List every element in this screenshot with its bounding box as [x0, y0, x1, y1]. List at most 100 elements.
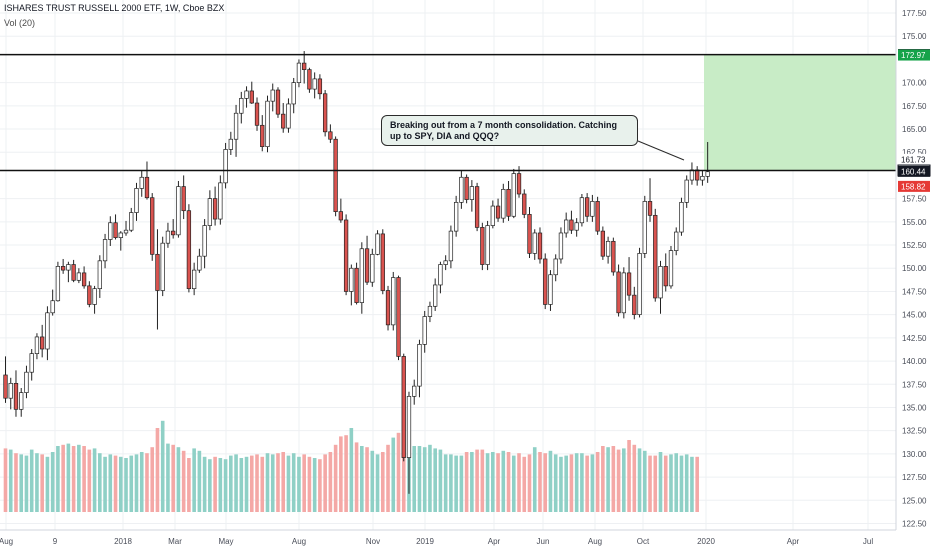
- volume-bar: [396, 432, 401, 512]
- time-axis-background[interactable]: [0, 530, 932, 550]
- candle: [87, 281, 92, 308]
- price-label-box: [898, 165, 930, 177]
- candle: [29, 349, 34, 381]
- volume-indicator-label[interactable]: Vol (20): [4, 18, 36, 28]
- candle-body: [359, 248, 364, 303]
- candle-body: [679, 201, 684, 233]
- volume-bar: [286, 455, 291, 512]
- price-label: 172.97: [898, 49, 930, 61]
- volume-bar: [56, 446, 60, 512]
- volume-bar: [564, 455, 568, 512]
- volume-bar: [559, 456, 563, 512]
- candle: [689, 162, 695, 185]
- candle-body: [71, 264, 76, 281]
- candle-body: [600, 230, 606, 257]
- volume-bar: [328, 452, 333, 512]
- volume-bar: [244, 456, 249, 512]
- volume-bar: [616, 449, 621, 512]
- candle-body: [13, 382, 19, 410]
- candle-body: [574, 222, 579, 231]
- volume-bar: [333, 444, 338, 512]
- time-tick-label: 2020: [697, 537, 715, 546]
- time-tick-label: Aug: [0, 537, 13, 546]
- volume-bar: [454, 455, 458, 512]
- risk-reward-zones[interactable]: [704, 54, 896, 171]
- candle-body: [108, 222, 113, 240]
- candle: [102, 233, 108, 269]
- candle-body: [176, 186, 181, 236]
- price-axis-background[interactable]: [896, 0, 932, 530]
- horizontal-lines[interactable]: [0, 53, 896, 172]
- volume-bar: [522, 456, 527, 512]
- candle-body: [558, 232, 564, 260]
- candle: [281, 103, 286, 133]
- candle-body: [537, 232, 543, 260]
- candle-body: [186, 210, 192, 290]
- candle-body: [207, 198, 213, 226]
- candle: [448, 225, 454, 269]
- candle: [129, 207, 134, 233]
- candle-body: [511, 173, 516, 217]
- candle-body: [3, 374, 8, 399]
- candle-body: [459, 176, 464, 203]
- candle-body: [396, 277, 401, 357]
- candle-body: [705, 171, 710, 177]
- candle: [40, 324, 45, 358]
- candle: [186, 204, 192, 293]
- volume-bar: [92, 448, 97, 512]
- candle: [590, 194, 595, 222]
- volume-bar: [370, 450, 375, 512]
- volume-bar: [249, 455, 254, 512]
- volume-bar: [391, 437, 396, 512]
- volume-bar: [574, 453, 579, 512]
- candle: [108, 216, 113, 246]
- candle: [695, 166, 700, 186]
- candle: [401, 353, 406, 462]
- candle: [705, 142, 710, 183]
- target-zone[interactable]: [704, 54, 896, 171]
- candle-body: [50, 300, 55, 314]
- volume-bar: [480, 449, 485, 512]
- candle-body: [291, 82, 296, 105]
- candle: [532, 229, 537, 260]
- candle: [254, 97, 260, 131]
- candle: [239, 91, 244, 124]
- symbol-title[interactable]: ISHARES TRUST RUSSELL 2000 ETF, 1W, Cboe…: [4, 3, 225, 13]
- candle: [81, 266, 87, 289]
- grid-lines: [0, 0, 896, 530]
- candle-body: [553, 258, 558, 276]
- volume-bar: [29, 449, 34, 512]
- candle: [118, 231, 123, 251]
- volume-bar: [669, 454, 673, 512]
- volume-bar: [632, 444, 637, 512]
- volume-bar: [160, 420, 165, 512]
- volume-bar: [66, 443, 71, 512]
- volume-bar: [663, 455, 668, 512]
- callout-annotation[interactable]: Breaking out from a 7 month consolidatio…: [381, 115, 638, 146]
- candle: [134, 182, 139, 221]
- volume-bar: [239, 458, 244, 512]
- volume-bar: [365, 447, 369, 512]
- candle-body: [417, 344, 422, 387]
- candle: [375, 230, 380, 256]
- volume-bar: [134, 454, 139, 512]
- volume-bar: [276, 453, 280, 512]
- candle: [155, 229, 160, 330]
- candle-body: [19, 392, 24, 410]
- candle-body: [307, 69, 312, 90]
- volume-bar: [265, 453, 270, 512]
- candle: [312, 72, 317, 99]
- candle: [286, 98, 291, 133]
- candle: [3, 356, 8, 403]
- candle-body: [171, 230, 176, 236]
- candle: [123, 220, 129, 236]
- candle-body: [433, 284, 438, 307]
- candle: [207, 190, 213, 231]
- price-tick-label: 127.50: [902, 473, 927, 482]
- time-tick-label: 2019: [416, 537, 434, 546]
- candle: [642, 195, 647, 259]
- candle-body: [165, 230, 171, 244]
- volume-bar: [590, 454, 595, 512]
- volume-bar: [595, 452, 600, 512]
